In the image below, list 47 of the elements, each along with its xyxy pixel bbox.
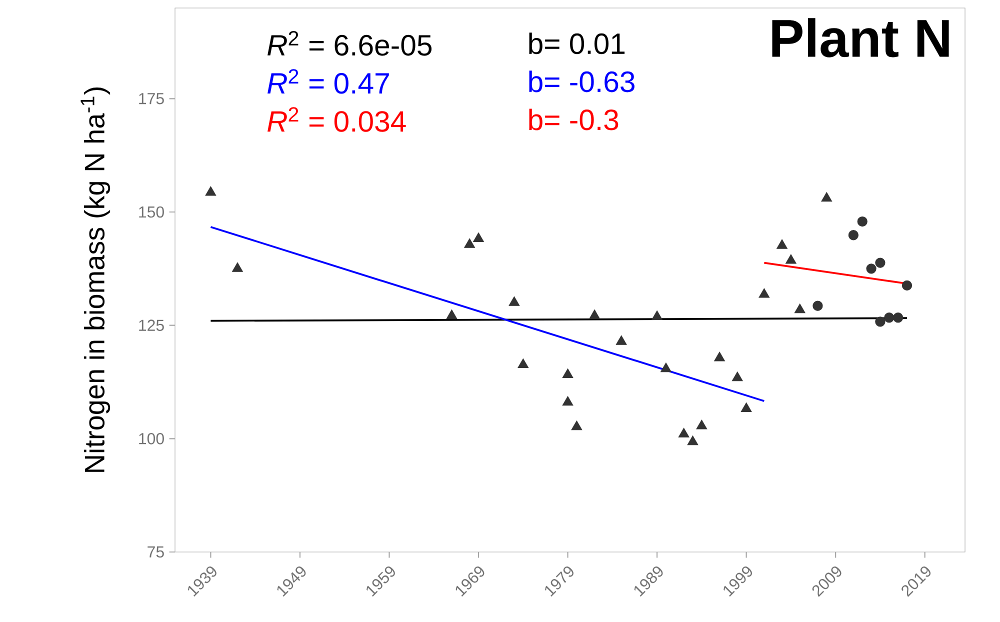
point [562, 396, 574, 406]
point [875, 316, 886, 327]
point [892, 312, 904, 323]
point [758, 288, 770, 298]
annotation: b= -0.63 [529, 70, 634, 92]
y-tick-label: 75 [148, 546, 164, 558]
point [776, 239, 788, 249]
point [616, 335, 627, 345]
y-axis-title: Nitrogen in biomass (kg N ha$^{-1}$) [80, 88, 110, 472]
annotation: b= 0.01 [529, 32, 625, 54]
point [571, 420, 582, 430]
y-tick-label: 125 [139, 320, 164, 331]
point [857, 216, 868, 227]
point [848, 230, 859, 240]
point [652, 310, 663, 320]
point [508, 296, 520, 306]
annotation: R$^{2}$ = 0.034 [268, 107, 406, 132]
point [446, 310, 458, 320]
point [714, 352, 725, 362]
annotation: R$^{2}$ = 0.47 [268, 69, 389, 94]
point [740, 402, 752, 412]
point [821, 192, 832, 202]
y-tick-label: 175 [139, 93, 164, 104]
point [678, 428, 690, 438]
point [205, 186, 216, 196]
point [866, 264, 876, 274]
annotation: b= -0.3 [529, 108, 618, 130]
point [687, 436, 698, 446]
point [732, 372, 743, 382]
annotation: R$^{2}$ = 6.6e-05 [268, 31, 432, 56]
point [884, 312, 894, 323]
point [660, 362, 672, 372]
point [785, 254, 796, 264]
point [464, 238, 476, 248]
point [518, 358, 529, 368]
chart-title: Plant N [772, 18, 949, 58]
y-tick-label: 150 [139, 206, 164, 218]
point [902, 280, 912, 291]
point [696, 420, 708, 430]
point [812, 300, 823, 311]
point [232, 262, 243, 272]
point [794, 304, 806, 314]
point [473, 232, 484, 242]
y-tick-label: 100 [139, 433, 164, 444]
point [875, 258, 886, 268]
point [562, 368, 574, 378]
point [589, 310, 600, 320]
